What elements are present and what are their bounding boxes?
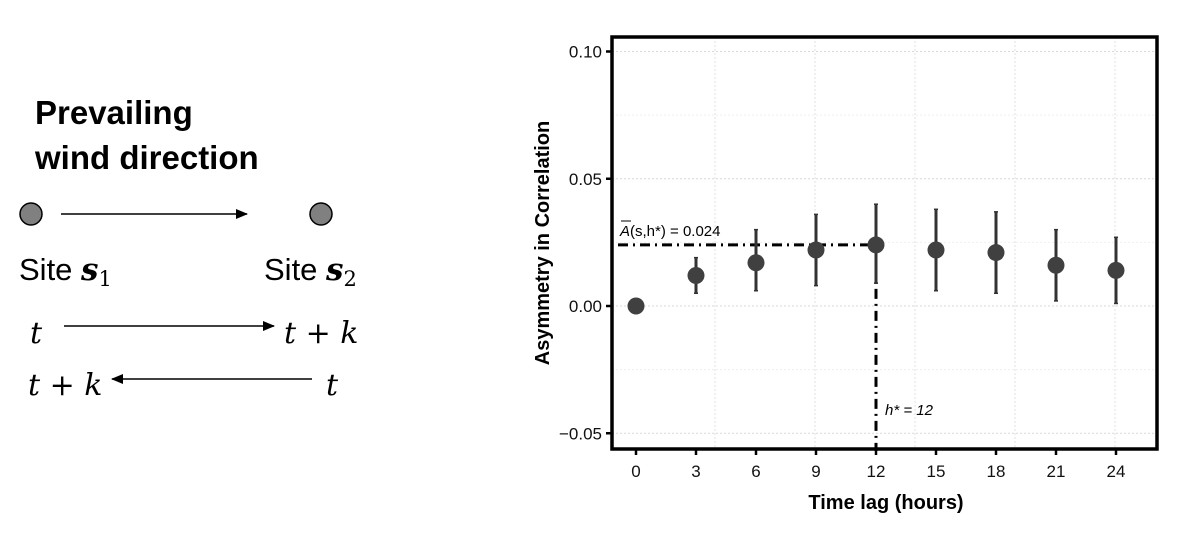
data-point <box>927 241 945 259</box>
data-point <box>747 254 765 272</box>
data-point <box>627 297 645 315</box>
row2-left-time: t + k <box>28 368 103 403</box>
row2-right-time: t <box>326 368 339 403</box>
mean-annotation-text: (s,h*) = 0.024 <box>630 223 720 240</box>
x-tick-label: 15 <box>927 462 946 481</box>
row1-right-time: t + k <box>284 316 359 351</box>
x-tick-label: 9 <box>811 462 820 481</box>
x-tick-label: 21 <box>1047 462 1066 481</box>
site1-subscript: 1 <box>98 267 112 291</box>
x-tick-label: 12 <box>867 462 886 481</box>
reference-lines <box>618 243 878 451</box>
x-axis-ticks: 0 3 6 9 12 15 18 21 24 <box>631 449 1125 481</box>
site1-label: Site s1 <box>19 252 112 291</box>
data-point <box>1107 261 1125 279</box>
site1-text: Site <box>19 252 82 287</box>
y-tick-label: 0.05 <box>569 170 602 189</box>
chart-grid <box>612 37 1157 449</box>
x-tick-label: 18 <box>987 462 1006 481</box>
y-axis-ticks: 0.10 0.05 0.00 −0.05 <box>559 43 612 443</box>
data-point <box>1047 256 1065 274</box>
data-points <box>627 203 1125 315</box>
site2-label: Site s2 <box>264 252 357 291</box>
site2-symbol: s <box>326 252 344 288</box>
site1-symbol: s <box>81 252 99 288</box>
data-point <box>867 236 885 254</box>
diagram-title: Prevailing wind direction <box>35 90 259 180</box>
diagram-title-line1: Prevailing <box>35 94 193 131</box>
row1-left-time: t <box>30 316 43 351</box>
site1-marker-icon <box>19 202 43 226</box>
x-axis-label: Time lag (hours) <box>808 492 963 514</box>
x-tick-label: 6 <box>751 462 760 481</box>
data-point <box>807 241 825 259</box>
data-point <box>687 266 705 284</box>
site2-text: Site <box>264 252 327 287</box>
x-tick-label: 0 <box>631 462 640 481</box>
y-tick-label: 0.10 <box>569 43 602 62</box>
data-point <box>987 244 1005 262</box>
x-tick-label: 3 <box>691 462 700 481</box>
y-axis-label: Asymmetry in Correlation <box>532 121 554 366</box>
y-tick-label: −0.05 <box>559 424 602 443</box>
x-tick-label: 24 <box>1107 462 1126 481</box>
mean-annotation-symbol: A <box>619 223 630 240</box>
site2-marker-icon <box>309 202 333 226</box>
site2-subscript: 2 <box>343 267 357 291</box>
wind-diagram-graphics <box>19 202 333 384</box>
mean-annotation: A(s,h*) = 0.024 <box>619 223 720 240</box>
y-tick-label: 0.00 <box>569 297 602 316</box>
diagram-title-line2: wind direction <box>35 139 259 176</box>
plot-panel-border <box>610 35 1159 451</box>
hstar-annotation: h* = 12 <box>885 402 934 419</box>
